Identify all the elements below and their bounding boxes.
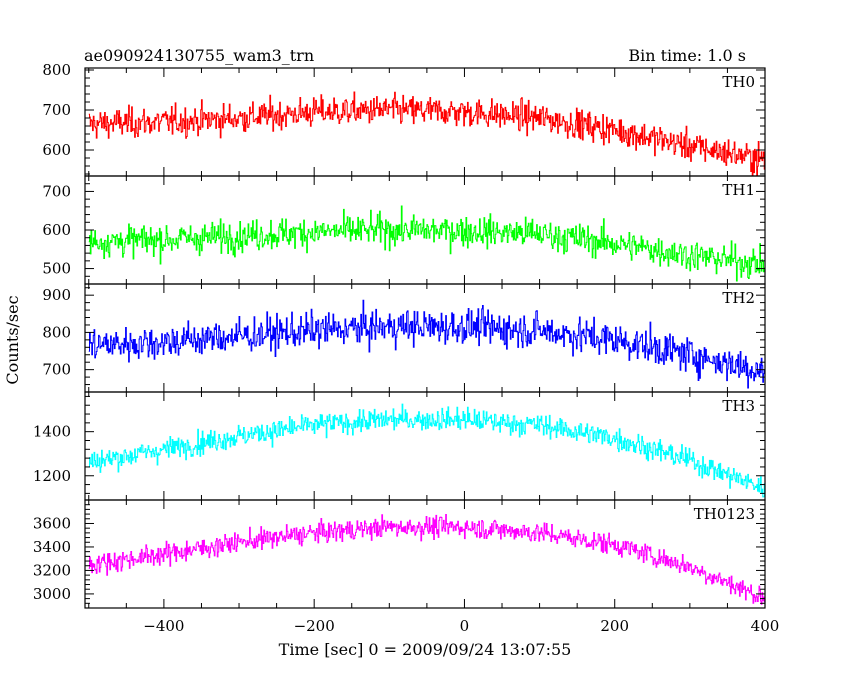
chart-title: ae090924130755_wam3_trn bbox=[84, 46, 314, 65]
x-tick-label: 200 bbox=[600, 617, 629, 635]
series-th1 bbox=[88, 205, 765, 282]
y-tick-label: 900 bbox=[42, 286, 71, 304]
panels-group: TH0 600 700 800 TH1 500 600 700 TH2 700 800 900 TH3 1… bbox=[33, 61, 780, 635]
y-tick-label: 800 bbox=[42, 323, 71, 341]
panel-th1: TH1 500 600 700 bbox=[42, 175, 766, 285]
series-th3 bbox=[88, 403, 765, 498]
x-tick-label: 0 bbox=[460, 617, 470, 635]
panel-label-th0123: TH0123 bbox=[694, 505, 755, 523]
series-th0 bbox=[88, 91, 765, 176]
y-tick-label: 700 bbox=[42, 361, 71, 379]
x-tick-label: 400 bbox=[751, 617, 780, 635]
y-tick-label: 700 bbox=[42, 101, 71, 119]
series-th2 bbox=[88, 299, 765, 389]
panel-frame bbox=[84, 499, 766, 609]
panel-th3: TH3 1200 1400 bbox=[33, 391, 766, 501]
series-th0123 bbox=[88, 514, 765, 605]
y-tick-label: 3200 bbox=[33, 561, 71, 579]
y-tick-label: 600 bbox=[42, 221, 71, 239]
panel-th0: TH0 600 700 800 bbox=[42, 61, 766, 177]
panel-th0123: TH0123 3000 3200 3400 3600 bbox=[33, 499, 766, 609]
y-tick-label: 1400 bbox=[33, 423, 71, 441]
x-tick-label: −400 bbox=[143, 617, 184, 635]
y-tick-label: 500 bbox=[42, 260, 71, 278]
x-tick-label: −200 bbox=[294, 617, 335, 635]
y-tick-label: 3000 bbox=[33, 585, 71, 603]
y-axis-label: Counts/sec bbox=[3, 295, 22, 384]
panel-label-th1: TH1 bbox=[722, 181, 755, 199]
panel-label-th2: TH2 bbox=[722, 289, 755, 307]
y-tick-label: 700 bbox=[42, 182, 71, 200]
x-axis-label: Time [sec] 0 = 2009/09/24 13:07:55 bbox=[279, 640, 572, 659]
y-tick-label: 600 bbox=[42, 141, 71, 159]
panel-label-th0: TH0 bbox=[722, 73, 755, 91]
y-tick-label: 3600 bbox=[33, 514, 71, 532]
panel-th2: TH2 700 800 900 bbox=[42, 283, 766, 393]
y-tick-label: 1200 bbox=[33, 467, 71, 485]
panel-label-th3: TH3 bbox=[722, 397, 755, 415]
y-tick-label: 800 bbox=[42, 61, 71, 79]
y-tick-label: 3400 bbox=[33, 538, 71, 556]
bin-time-label: Bin time: 1.0 s bbox=[628, 46, 746, 65]
